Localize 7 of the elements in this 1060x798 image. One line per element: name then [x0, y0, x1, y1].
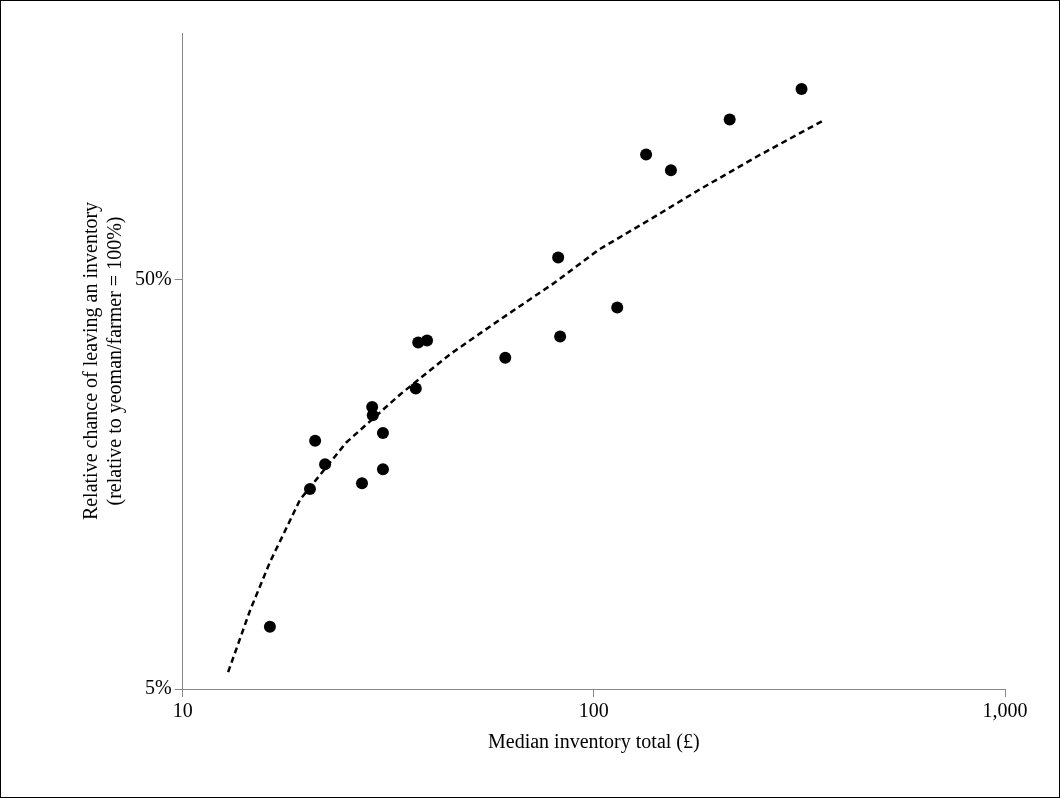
y-tick-label: 5%	[144, 676, 172, 699]
y-axis-title: Relative chance of leaving an inventory (relative to yeoman/farmer = 100%)	[79, 201, 127, 521]
y-tick-label: 50%	[134, 266, 172, 289]
x-tick-label: 1,000	[982, 699, 1028, 722]
x-axis-title: Median inventory total (£)	[488, 730, 700, 754]
x-tick-label: 10	[172, 699, 193, 722]
x-tick-label: 100	[578, 699, 609, 722]
